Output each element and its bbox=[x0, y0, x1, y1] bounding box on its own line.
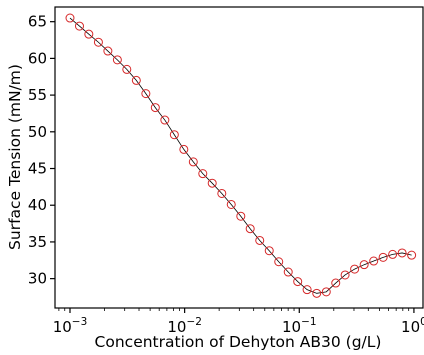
data-point bbox=[103, 46, 113, 56]
data-point bbox=[131, 75, 141, 85]
data-point bbox=[198, 169, 208, 179]
data-point bbox=[312, 288, 322, 298]
y-tick-label: 35 bbox=[28, 233, 47, 251]
x-tick-label: 10−1 bbox=[282, 316, 317, 336]
data-point bbox=[93, 37, 103, 47]
data-point bbox=[274, 257, 284, 267]
y-tick-label: 60 bbox=[28, 49, 47, 67]
data-point bbox=[179, 144, 189, 154]
data-point bbox=[369, 256, 379, 266]
data-point bbox=[207, 178, 217, 188]
series-line bbox=[69, 17, 412, 294]
y-tick-label: 50 bbox=[28, 123, 47, 141]
x-tick-label: 100 bbox=[401, 316, 424, 336]
x-axis: 10−3 10−2 10−1 100 bbox=[53, 308, 424, 336]
data-point bbox=[150, 103, 160, 113]
data-point bbox=[264, 246, 274, 256]
y-tick-label: 65 bbox=[28, 13, 47, 31]
data-point bbox=[255, 235, 265, 245]
data-point bbox=[283, 267, 293, 277]
data-point bbox=[331, 278, 341, 288]
data-point bbox=[378, 252, 388, 262]
x-tick-label: 10−2 bbox=[167, 316, 202, 336]
data-point bbox=[293, 277, 303, 287]
data-point bbox=[236, 211, 246, 221]
data-point bbox=[407, 250, 417, 260]
data-point bbox=[359, 260, 369, 270]
data-point bbox=[217, 188, 227, 198]
data-point bbox=[245, 224, 255, 234]
y-axis-label: Surface Tension (mN/m) bbox=[6, 64, 24, 250]
y-tick-label: 30 bbox=[28, 270, 47, 288]
x-axis-label: Concentration of Dehyton AB30 (g/L) bbox=[95, 333, 382, 351]
data-point bbox=[340, 270, 350, 280]
y-tick-label: 45 bbox=[28, 160, 47, 178]
y-axis: 30 35 40 45 50 55 60 65 bbox=[28, 13, 55, 288]
data-point bbox=[122, 64, 132, 74]
y-tick-label: 55 bbox=[28, 86, 47, 104]
series-layer bbox=[65, 13, 417, 298]
x-tick-label: 10−3 bbox=[53, 316, 88, 336]
data-point bbox=[74, 21, 84, 31]
data-point bbox=[169, 130, 179, 140]
data-point bbox=[350, 264, 360, 274]
data-point bbox=[84, 29, 94, 39]
data-point bbox=[226, 199, 236, 209]
y-tick-label: 40 bbox=[28, 196, 47, 214]
data-point bbox=[321, 287, 331, 297]
data-point bbox=[141, 89, 151, 99]
data-point bbox=[388, 249, 398, 259]
data-point bbox=[188, 157, 198, 167]
data-point bbox=[160, 115, 170, 125]
data-point bbox=[112, 55, 122, 65]
data-point bbox=[65, 13, 75, 23]
data-point bbox=[302, 285, 312, 295]
data-point bbox=[397, 248, 407, 258]
